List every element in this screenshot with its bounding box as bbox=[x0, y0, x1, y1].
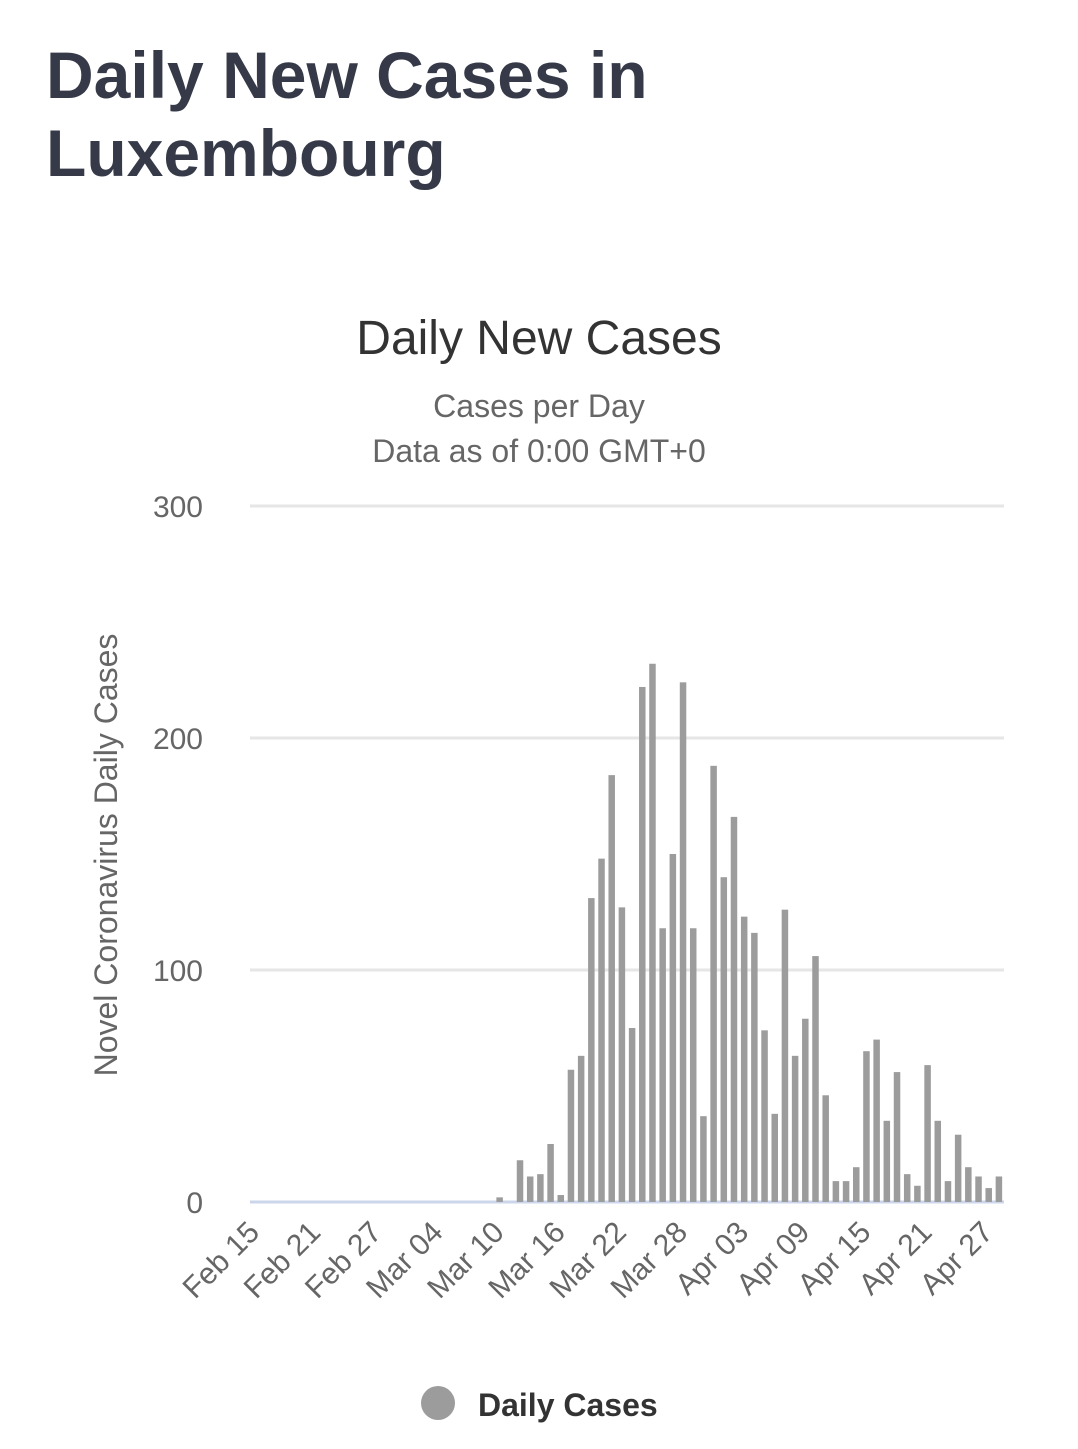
legend-marker bbox=[421, 1386, 455, 1420]
bar-mar-22[interactable] bbox=[618, 907, 626, 1202]
bar-apr-15[interactable] bbox=[863, 1051, 870, 1202]
bar-apr-21[interactable] bbox=[924, 1065, 931, 1202]
y-tick-label: 0 bbox=[186, 1187, 203, 1220]
bar-apr-02[interactable] bbox=[730, 816, 738, 1202]
bar-mar-19[interactable] bbox=[588, 898, 595, 1202]
bar-mar-18[interactable] bbox=[577, 1055, 585, 1202]
bar-mar-14[interactable] bbox=[537, 1174, 544, 1202]
bar-mar-29[interactable] bbox=[689, 928, 697, 1202]
bar-apr-12[interactable] bbox=[832, 1181, 840, 1202]
bar-apr-17[interactable] bbox=[883, 1120, 891, 1202]
bar-apr-05[interactable] bbox=[761, 1030, 768, 1202]
bar-apr-26[interactable] bbox=[975, 1176, 982, 1202]
y-tick-label: 200 bbox=[153, 723, 203, 756]
bar-mar-31[interactable] bbox=[710, 765, 717, 1202]
y-tick-label: 100 bbox=[153, 955, 203, 988]
bar-mar-27[interactable] bbox=[669, 854, 677, 1202]
bar-apr-13[interactable] bbox=[842, 1181, 850, 1202]
bar-apr-14[interactable] bbox=[853, 1167, 860, 1202]
bar-apr-25[interactable] bbox=[965, 1167, 972, 1202]
legend-label: Daily Cases bbox=[478, 1387, 658, 1423]
bar-apr-03[interactable] bbox=[740, 916, 748, 1202]
bar-mar-20[interactable] bbox=[598, 858, 605, 1202]
bar-mar-15[interactable] bbox=[547, 1144, 554, 1202]
bar-mar-23[interactable] bbox=[628, 1028, 636, 1202]
bar-apr-10[interactable] bbox=[812, 956, 819, 1202]
bar-apr-07[interactable] bbox=[781, 909, 789, 1202]
legend-item-daily-cases[interactable]: Daily Cases bbox=[421, 1386, 658, 1423]
bar-mar-21[interactable] bbox=[608, 775, 615, 1202]
bar-apr-16[interactable] bbox=[873, 1039, 880, 1202]
y-axis-label: Novel Coronavirus Daily Cases bbox=[88, 634, 124, 1077]
page-title: Daily New Cases in Luxembourg bbox=[46, 38, 648, 190]
bar-apr-11[interactable] bbox=[822, 1095, 829, 1202]
bar-apr-19[interactable] bbox=[903, 1174, 911, 1202]
bar-mar-12[interactable] bbox=[516, 1160, 524, 1202]
bar-mar-24[interactable] bbox=[639, 686, 646, 1202]
bar-apr-18[interactable] bbox=[893, 1072, 901, 1202]
bar-apr-04[interactable] bbox=[751, 932, 758, 1202]
bar-apr-09[interactable] bbox=[802, 1018, 809, 1202]
bar-apr-27[interactable] bbox=[985, 1188, 992, 1202]
bar-mar-30[interactable] bbox=[700, 1116, 707, 1202]
bar-apr-06[interactable] bbox=[771, 1113, 778, 1202]
bar-apr-20[interactable] bbox=[914, 1185, 921, 1202]
bar-mar-28[interactable] bbox=[679, 682, 687, 1202]
bar-mar-16[interactable] bbox=[557, 1195, 565, 1202]
bar-apr-22[interactable] bbox=[934, 1120, 942, 1202]
bar-apr-24[interactable] bbox=[954, 1134, 962, 1202]
bar-mar-17[interactable] bbox=[567, 1069, 575, 1202]
bar-apr-23[interactable] bbox=[944, 1181, 952, 1202]
bar-mar-13[interactable] bbox=[526, 1176, 534, 1202]
chart-subtitle-line-1: Cases per Day bbox=[433, 388, 645, 424]
chart-title: Daily New Cases bbox=[356, 312, 721, 365]
bar-apr-01[interactable] bbox=[720, 877, 728, 1202]
bar-mar-10[interactable] bbox=[496, 1197, 503, 1202]
bar-apr-28[interactable] bbox=[995, 1176, 1003, 1202]
chart-subtitle-line-2: Data as of 0:00 GMT+0 bbox=[372, 433, 706, 469]
bar-apr-08[interactable] bbox=[791, 1055, 799, 1202]
bar-mar-26[interactable] bbox=[659, 928, 666, 1202]
y-tick-label: 300 bbox=[153, 491, 203, 524]
bar-mar-25[interactable] bbox=[649, 663, 656, 1202]
